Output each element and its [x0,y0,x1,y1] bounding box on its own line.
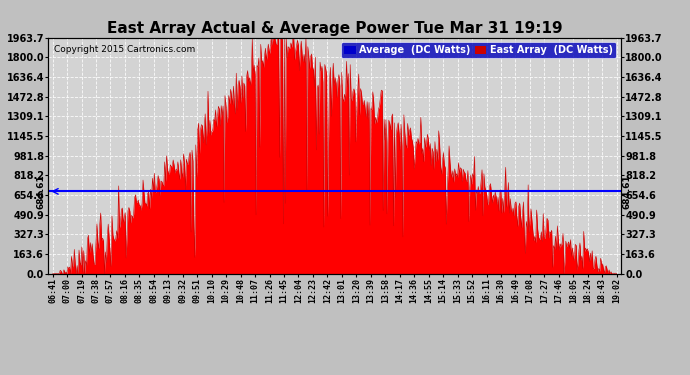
Text: 684.61: 684.61 [37,174,46,209]
Text: Copyright 2015 Cartronics.com: Copyright 2015 Cartronics.com [54,45,195,54]
Text: 684.61: 684.61 [622,174,632,209]
Title: East Array Actual & Average Power Tue Mar 31 19:19: East Array Actual & Average Power Tue Ma… [107,21,562,36]
Legend: Average  (DC Watts), East Array  (DC Watts): Average (DC Watts), East Array (DC Watts… [341,42,616,58]
